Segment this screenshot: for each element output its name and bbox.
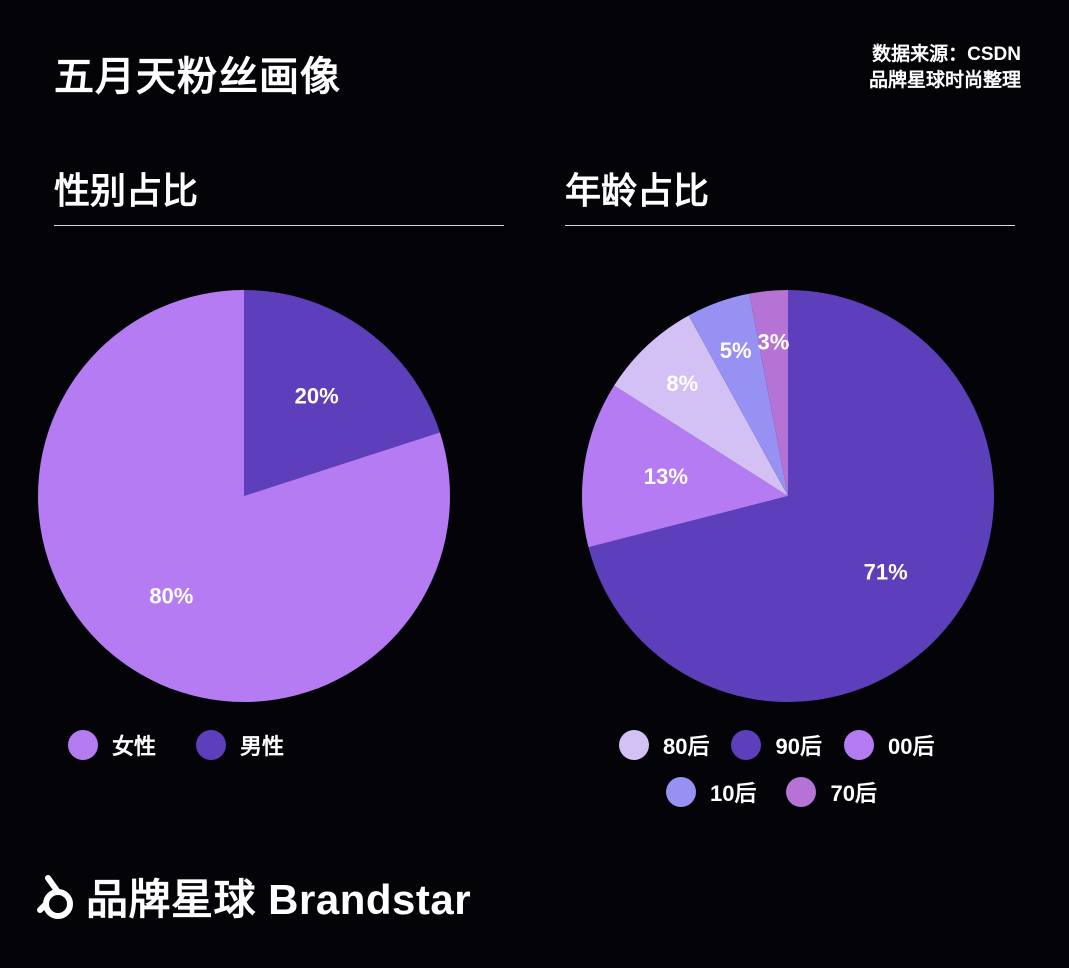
gender-divider <box>54 225 504 226</box>
source-line-2: 品牌星球时尚整理 <box>868 70 1021 91</box>
legend-item-00后: 00后 <box>843 729 935 761</box>
legend-label: 90后 <box>775 734 822 759</box>
source-note: 数据来源：CSDN 品牌星球时尚整理 <box>869 42 1021 94</box>
pie-label-90后: 71% <box>864 559 908 584</box>
brand-name: 品牌星球 Brandstar <box>86 876 472 923</box>
gender-pie: 20% 80% <box>38 290 451 702</box>
legend-label: 10后 <box>710 781 757 806</box>
pie-label-10后: 5% <box>720 338 752 363</box>
legend-label: 80后 <box>663 734 710 759</box>
legend-swatch <box>666 777 696 807</box>
pie-slice-女性 <box>38 290 451 702</box>
legend-label: 男性 <box>240 734 285 759</box>
pie-label-男性: 20% <box>295 384 339 409</box>
legend-label: 女性 <box>112 734 157 759</box>
brandstar-logo-icon <box>37 874 73 919</box>
source-line-1: 数据来源：CSDN <box>872 44 1021 65</box>
gender-chart-title: 性别占比 <box>54 170 199 211</box>
legend-swatch <box>731 730 762 760</box>
gender-legend: 女性 男性 <box>68 729 284 761</box>
pie-slice-90后 <box>588 290 994 703</box>
pie-label-70后: 3% <box>758 330 790 355</box>
pie-slice-10后 <box>688 293 788 496</box>
legend-swatch <box>843 730 874 760</box>
legend-swatch <box>786 777 817 807</box>
legend-label: 70后 <box>830 781 877 806</box>
age-legend-row-2: 10后 70后 <box>666 776 877 808</box>
legend-item-70后: 70后 <box>786 776 877 808</box>
legend-swatch <box>68 730 98 760</box>
pie-label-80后: 8% <box>666 371 698 396</box>
pie-label-女性: 80% <box>149 583 193 608</box>
legend-item-80后: 80后 <box>619 729 709 761</box>
age-pie: 71% 13% 8% 5% 3% <box>582 290 994 703</box>
pie-slice-00后 <box>582 385 788 548</box>
age-legend-row-1: 80后 90后 00后 <box>619 729 934 761</box>
pie-slice-男性 <box>244 290 440 496</box>
age-divider <box>565 225 1015 226</box>
age-chart-title: 年龄占比 <box>565 170 710 211</box>
pie-label-00后: 13% <box>644 464 688 489</box>
legend-swatch <box>619 730 649 760</box>
page-title: 五月天粉丝画像 <box>54 55 341 99</box>
legend-label: 00后 <box>887 734 935 759</box>
pie-slice-70后 <box>749 290 788 496</box>
pie-slice-80后 <box>614 315 788 496</box>
legend-item-男性: 男性 <box>196 729 284 761</box>
legend-item-10后: 10后 <box>666 776 756 808</box>
legend-swatch <box>196 730 227 760</box>
legend-item-女性: 女性 <box>68 729 156 761</box>
legend-item-90后: 90后 <box>731 729 822 761</box>
brand-footer: 品牌星球 Brandstar <box>36 866 471 927</box>
